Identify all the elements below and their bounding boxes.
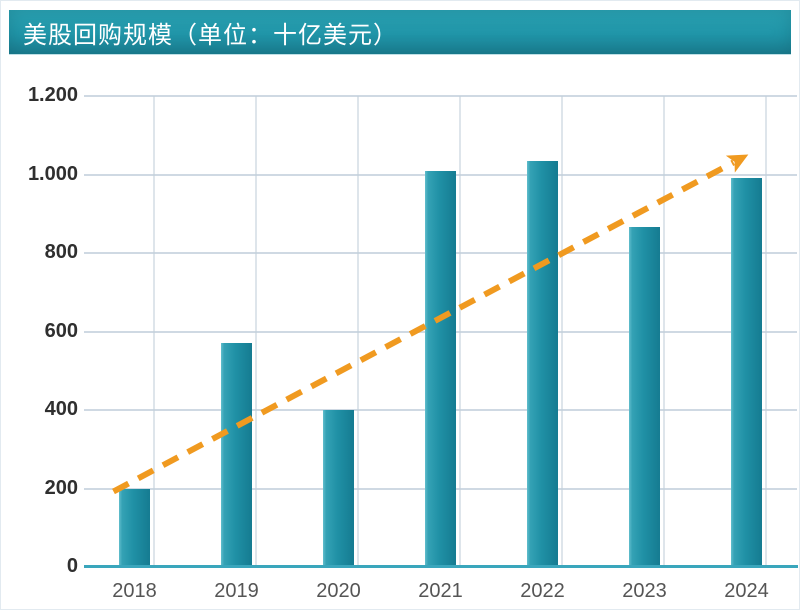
vertical-gridline-2023 (663, 96, 665, 567)
chart-title-bar: 美股回购规模（单位：十亿美元） (9, 10, 791, 54)
gridline-1200 (84, 95, 797, 97)
vertical-gridline-2020 (357, 96, 359, 567)
x-tick-label-2024: 2024 (724, 580, 769, 602)
x-tick-label-2018: 2018 (112, 580, 157, 602)
y-tick-label-400: 400 (44, 398, 78, 420)
vertical-gridline-2018 (153, 96, 155, 567)
bar-2018 (119, 488, 150, 567)
vertical-gridline-2024 (765, 96, 767, 567)
x-tick-label-2021: 2021 (418, 580, 463, 602)
y-tick-label-600: 600 (44, 319, 78, 342)
bar-2021 (425, 170, 456, 567)
vertical-gridline-2021 (459, 96, 461, 567)
y-tick-label-1200: 1.200 (27, 84, 78, 106)
y-tick-label-800: 800 (44, 241, 78, 263)
bar-2024 (731, 178, 762, 567)
chart-title: 美股回购规模（单位：十亿美元） (23, 22, 398, 49)
x-tick-label-2023: 2023 (622, 580, 667, 602)
bar-2022 (527, 160, 558, 567)
vertical-gridline-2019 (255, 96, 257, 567)
vertical-gridline-2022 (561, 96, 563, 567)
bar-2020 (323, 410, 354, 567)
y-tick-label-0: 0 (66, 555, 78, 577)
y-tick-label-1000: 1.000 (27, 162, 78, 185)
x-tick-label-2022: 2022 (520, 580, 565, 602)
y-tick-label-200: 200 (44, 476, 78, 499)
x-tick-label-2020: 2020 (316, 580, 361, 602)
bar-2023 (629, 227, 660, 567)
bar-2019 (221, 343, 252, 567)
x-tick-label-2019: 2019 (214, 580, 259, 602)
x-axis-line (84, 565, 798, 568)
